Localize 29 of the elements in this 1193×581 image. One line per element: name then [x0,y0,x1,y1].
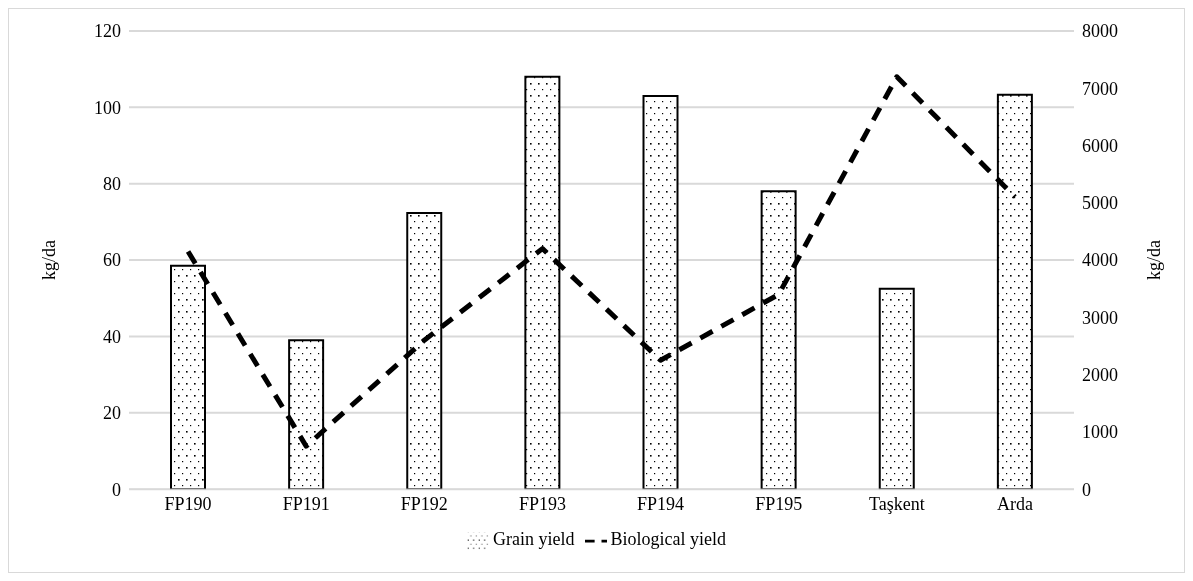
y2-tick-label: 4000 [1082,250,1118,271]
x-tick-label: FP194 [637,493,685,514]
x-tick-label: FP191 [282,493,330,514]
y-tick-label: 60 [103,250,121,271]
y2-tick-label: 5000 [1082,193,1118,214]
y2-tick-label: 2000 [1082,364,1118,385]
y-tick-label: 0 [112,479,121,500]
bar [878,287,915,490]
x-tick-label: FP195 [755,493,803,514]
y-tick-label: 120 [94,21,121,42]
y2-tick-label: 1000 [1082,422,1118,443]
y2-tick-label: 3000 [1082,307,1118,328]
x-tick-label: Arda [996,493,1033,514]
legend-label: Grain yield [493,529,575,550]
x-tick-label: FP192 [400,493,448,514]
legend-label: Biological yield [610,529,726,550]
y-tick-label: 20 [103,403,121,424]
x-tick-label: FP193 [518,493,566,514]
y-tick-label: 100 [94,97,121,118]
y2-tick-label: 7000 [1082,78,1118,99]
x-tick-label: FP190 [164,493,212,514]
y-axis-title: kg/da [39,240,60,281]
y2-tick-label: 0 [1082,479,1091,500]
x-tick-label: Taşkent [868,493,925,514]
y2-tick-label: 8000 [1082,21,1118,42]
y-tick-label: 40 [103,326,121,347]
y2-tick-label: 6000 [1082,135,1118,156]
y2-axis-title: kg/da [1144,240,1165,281]
y-tick-label: 80 [103,174,121,195]
